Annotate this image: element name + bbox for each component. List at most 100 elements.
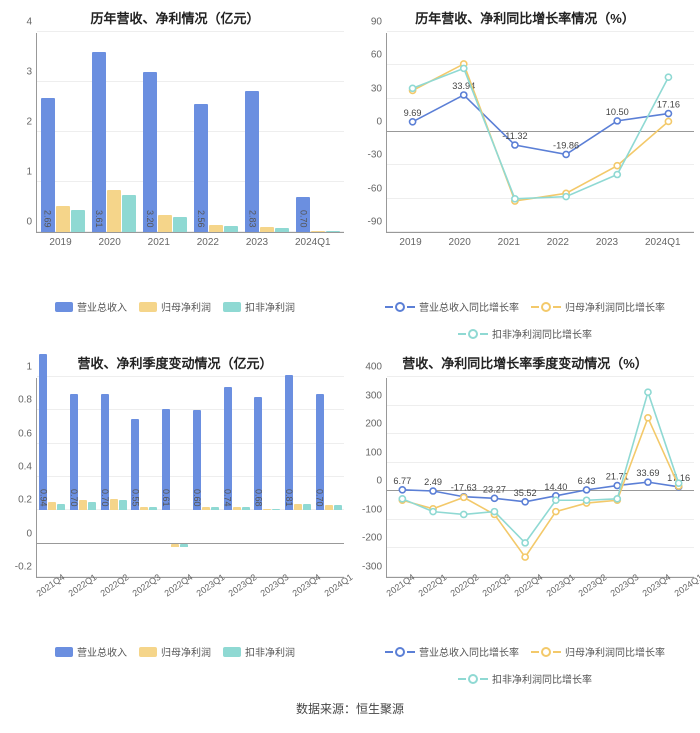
line-point: [614, 118, 620, 124]
y-tick-label: 200: [365, 419, 382, 430]
y-tick-label: 0: [26, 217, 32, 228]
bar: 2.56: [194, 104, 208, 232]
point-label: -19.86: [553, 141, 579, 151]
bar: [88, 502, 96, 510]
chart-area: -0.200.20.40.60.810.940.700.700.550.610.…: [6, 378, 344, 618]
chart-area: -300-200-10001002003004006.772.49-17.632…: [356, 378, 694, 618]
line-point: [461, 494, 467, 500]
chart-area: 012342.693.613.202.562.830.7020192020202…: [6, 33, 344, 273]
grid-line: [387, 376, 694, 377]
line-point: [491, 509, 497, 515]
line-point: [614, 172, 620, 178]
y-tick-label: 1: [26, 362, 32, 373]
plot-area: 9.6933.94-11.32-19.8610.5017.16: [386, 33, 694, 233]
panel-title: 营收、净利季度变动情况（亿元）: [6, 353, 344, 372]
legend-swatch: [553, 306, 561, 308]
bar-group: 0.70: [98, 378, 129, 577]
bar: [334, 505, 342, 510]
y-tick-label: -90: [368, 217, 382, 228]
y-tick-label: -100: [362, 504, 382, 515]
legend-swatch: [55, 302, 73, 312]
line-point: [614, 483, 620, 489]
line-point: [553, 509, 559, 515]
legend-item: 扣非净利润: [223, 644, 295, 659]
bar-value-label: 0.70: [100, 489, 110, 507]
panel-quarterly-growth: 营收、净利同比增长率季度变动情况（%） -300-200-10001002003…: [350, 345, 700, 690]
bar: [326, 231, 340, 233]
y-tick-label: 0: [376, 476, 382, 487]
bar: 0.81: [285, 375, 293, 510]
plot-area: 2.693.613.202.562.830.70: [36, 33, 344, 233]
bar: 0.70: [101, 394, 109, 511]
legend-item: 归母净利润同比增长率: [531, 644, 665, 659]
legend-item: 扣非净利润同比增长率: [458, 671, 592, 686]
line-point: [461, 65, 467, 71]
bar-value-label: 0.70: [69, 489, 79, 507]
legend-item: 营业总收入: [55, 299, 127, 314]
bar: [79, 500, 87, 510]
x-tick-label: 2020: [449, 237, 471, 248]
line-point: [430, 509, 436, 515]
bar-group: 0.70: [313, 378, 344, 577]
legend-swatch: [385, 651, 393, 653]
x-tick-label: 2021: [148, 237, 170, 248]
legend-item: 扣非净利润: [223, 299, 295, 314]
x-tick-label: 2019: [49, 237, 71, 248]
legend-swatch: [139, 647, 157, 657]
y-tick-label: 2: [26, 117, 32, 128]
legend-swatch: [541, 302, 551, 312]
y-tick-label: 3: [26, 67, 32, 78]
legend-label: 营业总收入: [77, 644, 127, 659]
bar-value-label: 3.20: [145, 210, 155, 228]
line-point: [665, 74, 671, 80]
line-point: [491, 495, 497, 501]
bar-group: 2.83: [242, 33, 293, 232]
bar: [71, 210, 85, 233]
line-point: [676, 480, 682, 486]
line-point: [553, 497, 559, 503]
y-tick-label: 1: [26, 167, 32, 178]
legend-swatch: [553, 651, 561, 653]
bar-value-label: 0.55: [130, 489, 140, 507]
legend-label: 营业总收入: [77, 299, 127, 314]
y-tick-label: 300: [365, 390, 382, 401]
point-label: 14.40: [544, 482, 567, 492]
bar-group: 2.56: [191, 33, 242, 232]
plot-area: 6.772.49-17.6323.2735.5214.406.4321.7133…: [386, 378, 694, 578]
legend-swatch: [407, 651, 415, 653]
point-label: -11.32: [502, 131, 527, 141]
bar-value-label: 0.70: [315, 489, 325, 507]
bar: [173, 217, 187, 232]
y-tick-label: 400: [365, 362, 382, 373]
bar: [233, 507, 241, 510]
legend-label: 归母净利润同比增长率: [565, 644, 665, 659]
data-source: 数据来源：恒生聚源: [0, 690, 700, 731]
legend-item: 扣非净利润同比增长率: [458, 326, 592, 341]
charts-grid: 历年营收、净利情况（亿元） 012342.693.613.202.562.830…: [0, 0, 700, 690]
point-label: 33.69: [636, 468, 659, 478]
legend-swatch: [468, 674, 478, 684]
grid-line: [387, 31, 694, 32]
bar: 2.69: [41, 98, 55, 233]
line-point: [522, 540, 528, 546]
legend-swatch: [541, 647, 551, 657]
line-point: [461, 92, 467, 98]
line-point: [614, 496, 620, 502]
line-point: [461, 511, 467, 517]
legend-swatch: [395, 302, 405, 312]
point-label: 6.43: [578, 476, 596, 486]
legend-bar: 营业总收入归母净利润扣非净利润: [6, 644, 344, 659]
bar: [140, 507, 148, 510]
bar: [311, 231, 325, 233]
line-point: [512, 142, 518, 148]
legend-item: 归母净利润: [139, 644, 211, 659]
point-label: 35.52: [514, 488, 537, 498]
panel-title: 营收、净利同比增长率季度变动情况（%）: [356, 353, 694, 372]
legend-item: 归母净利润同比增长率: [531, 299, 665, 314]
bar-value-label: 0.70: [298, 210, 308, 228]
bar: [211, 507, 219, 510]
bar: 0.61: [162, 409, 170, 511]
legend-label: 归母净利润同比增长率: [565, 299, 665, 314]
bar: [158, 215, 172, 233]
y-tick-label: 4: [26, 17, 32, 28]
